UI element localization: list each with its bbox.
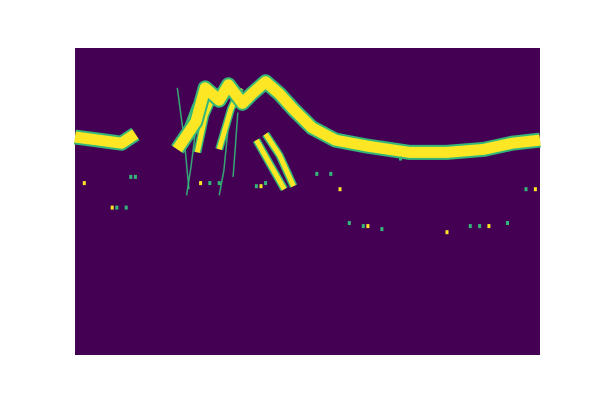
speckle-19 (468, 224, 472, 229)
speckle-21 (487, 224, 491, 229)
speckle-4 (115, 205, 119, 210)
faint-streak-1 (218, 124, 230, 196)
speckle-26 (208, 181, 212, 186)
secondary-track-4 (254, 138, 287, 191)
speckle-6 (199, 181, 203, 186)
speckle-3 (110, 205, 114, 210)
main-track-1 (172, 76, 541, 158)
main-track-0 (74, 129, 139, 149)
speckle-layer (82, 156, 537, 235)
speckle-15 (366, 224, 370, 229)
speckle-10 (264, 181, 268, 186)
speckle-12 (338, 187, 342, 192)
speckle-11 (315, 171, 319, 176)
speckle-0 (82, 181, 86, 186)
speckle-24 (533, 187, 537, 192)
faint-streak-2 (232, 112, 239, 177)
speckle-22 (506, 221, 509, 225)
speckle-9 (259, 184, 263, 189)
speckle-2 (133, 174, 137, 179)
secondary-track-3 (263, 132, 296, 188)
speckle-14 (361, 224, 365, 229)
speckle-16 (380, 227, 384, 232)
speckle-20 (478, 224, 482, 229)
speckle-5 (124, 205, 128, 210)
speckle-18 (445, 230, 449, 235)
speckle-25 (329, 171, 333, 176)
tracks-layer (74, 74, 541, 196)
plot-area (75, 48, 540, 355)
speckle-8 (254, 184, 258, 189)
speckle-1 (129, 174, 133, 179)
speckle-23 (524, 187, 528, 192)
speckle-17 (399, 156, 402, 161)
speckle-7 (217, 181, 221, 186)
speckle-13 (347, 221, 351, 225)
